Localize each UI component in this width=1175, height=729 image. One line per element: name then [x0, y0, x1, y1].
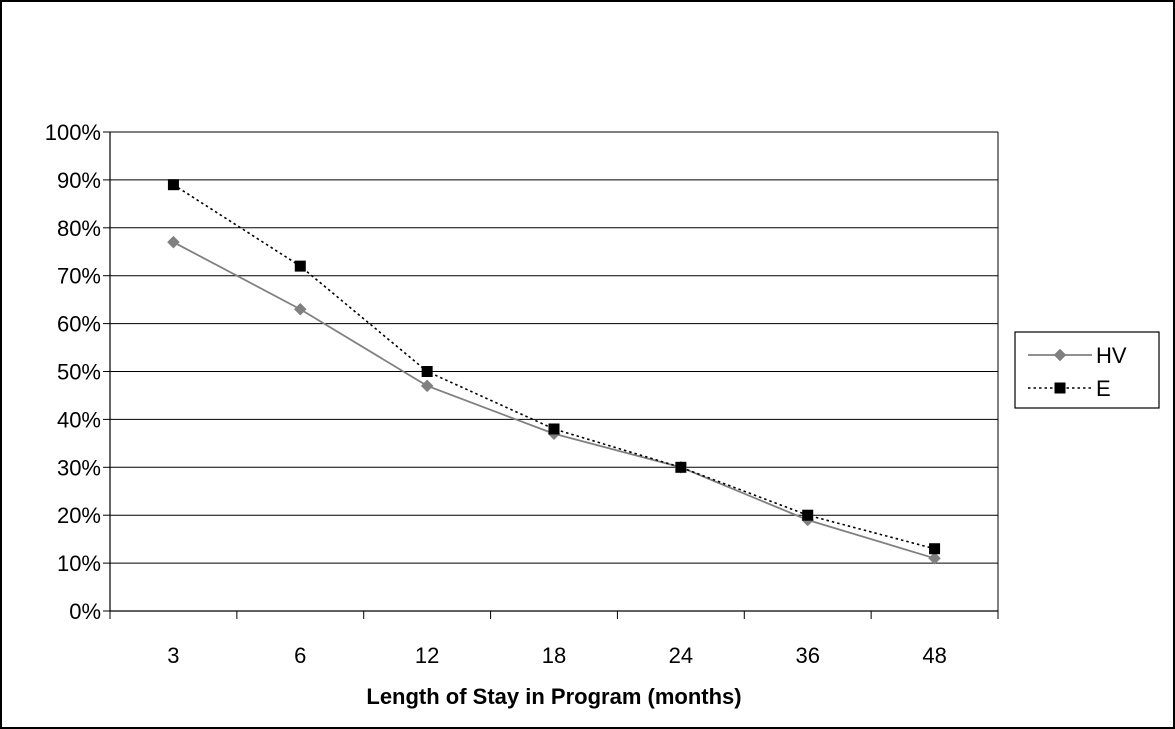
x-tick-label: 3 — [167, 643, 179, 668]
x-axis-ticks: 3 6 12 18 24 36 48 — [109, 611, 999, 668]
legend-box — [1014, 331, 1160, 409]
legend-label-hv: HV — [1096, 343, 1127, 368]
data-point-e — [548, 423, 560, 435]
series-e — [167, 179, 941, 555]
data-point-hv — [293, 302, 307, 316]
series-line-e — [172, 184, 935, 550]
data-point-e — [929, 543, 941, 555]
x-tick-label: 24 — [669, 643, 693, 668]
x-axis-title: Length of Stay in Program (months) — [366, 684, 741, 709]
y-tick-label: 100% — [45, 120, 101, 145]
data-point-hv — [420, 379, 434, 393]
legend-marker-hv — [1053, 348, 1067, 362]
legend-marker-e — [1054, 382, 1066, 394]
y-tick-label: 70% — [57, 264, 101, 289]
y-tick-label: 30% — [57, 455, 101, 480]
data-point-e — [675, 461, 687, 473]
x-tick-label: 6 — [294, 643, 306, 668]
x-tick-label: 18 — [542, 643, 566, 668]
data-point-e — [421, 366, 433, 377]
x-tick-label: 48 — [922, 643, 946, 668]
y-tick-label: 20% — [57, 503, 101, 528]
y-tick-label: 50% — [57, 360, 101, 385]
legend-label-e: E — [1096, 376, 1111, 401]
y-tick-label: 80% — [57, 216, 101, 241]
data-point-hv — [167, 235, 180, 249]
series-layer — [167, 179, 941, 565]
y-axis-ticks: 0% 10% 20% 30% 40% 50% 60% 70% 80% 90% 100% — [45, 120, 110, 624]
legend: HV E — [1014, 331, 1160, 409]
x-tick-label: 36 — [795, 643, 819, 668]
gridlines — [110, 131, 998, 564]
data-point-hv — [928, 551, 941, 565]
data-point-e — [294, 260, 306, 272]
y-tick-label: 60% — [57, 312, 101, 337]
x-tick-label: 12 — [415, 643, 439, 668]
data-point-e — [802, 509, 814, 521]
y-tick-label: 10% — [57, 551, 101, 576]
y-tick-label: 0% — [69, 599, 101, 624]
series-line-hv — [173, 241, 935, 560]
y-tick-label: 90% — [57, 168, 101, 193]
data-point-e — [167, 179, 179, 191]
y-tick-label: 40% — [57, 407, 101, 432]
